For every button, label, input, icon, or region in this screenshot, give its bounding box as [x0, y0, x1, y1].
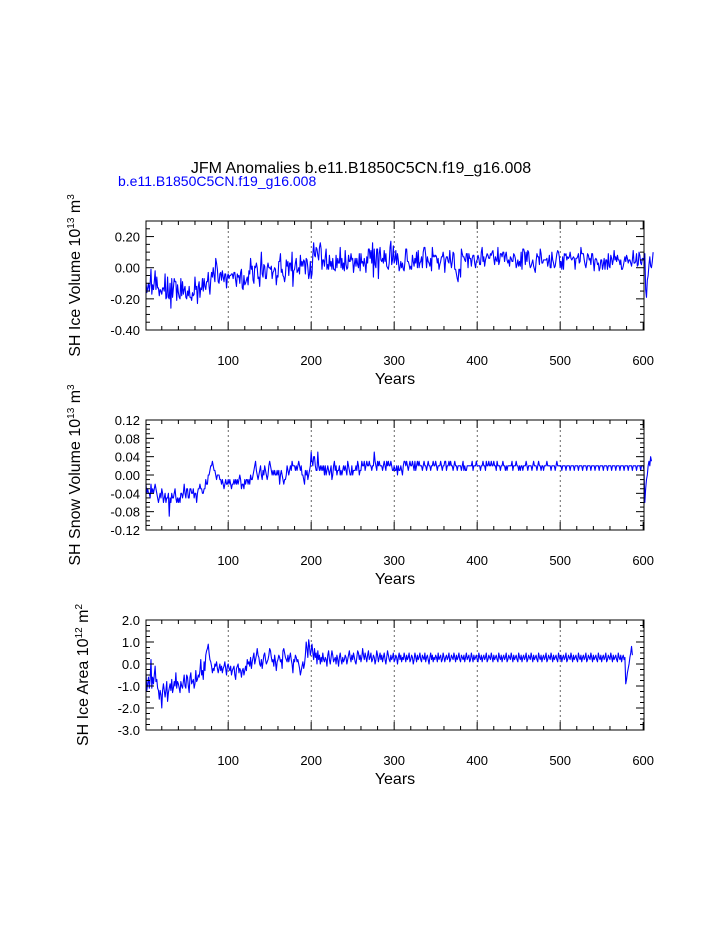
y-tick-label: 0.08 [115, 431, 140, 446]
x-tick-label: 500 [549, 753, 571, 768]
y-tick-label: -0.04 [110, 486, 140, 501]
x-tick-label: 500 [549, 553, 571, 568]
x-tick-label: 600 [632, 753, 654, 768]
panels: 100 200 300 400 500 600 0.20 0.00 -0.20 -0.40 Year… [66, 194, 654, 788]
chart-title: JFM Anomalies b.e11.B1850C5CN.f19_g16.00… [191, 160, 531, 177]
y-tick-label: 2.0 [122, 613, 140, 628]
x-tick-label: 500 [549, 353, 571, 368]
x-tick-label: 100 [217, 553, 239, 568]
x-tick-label: 200 [300, 753, 322, 768]
y-tick-label: -1.0 [118, 679, 140, 694]
x-tick-label: 200 [300, 353, 322, 368]
y-tick-label: 0.20 [115, 230, 140, 245]
panel-3: 100 200 300 400 500 600 2.0 1.0 0.0 -1.0 -2.0 -3.0 Y… [74, 604, 654, 788]
y-tick-label: 0.00 [115, 468, 140, 483]
x-tick-label: 600 [632, 353, 654, 368]
x-tick-label: 400 [466, 753, 488, 768]
x-tick-label: 200 [300, 553, 322, 568]
y-tick-label: -2.0 [118, 701, 140, 716]
x-tick-label: 600 [632, 553, 654, 568]
x-tick-label: 400 [466, 553, 488, 568]
x-axis-label: Years [375, 571, 415, 588]
x-axis-label: Years [375, 371, 415, 388]
series-line [145, 639, 633, 709]
x-tick-label: 100 [217, 753, 239, 768]
y-tick-label: 0.04 [115, 450, 140, 465]
x-tick-label: 100 [217, 353, 239, 368]
y-tick-label: -0.12 [110, 523, 140, 538]
panel-1: 100 200 300 400 500 600 0.20 0.00 -0.20 -0.40 Year… [66, 194, 654, 388]
legend-label: b.e11.B1850C5CN.f19_g16.008 [118, 173, 316, 189]
y-tick-label: 1.0 [122, 635, 140, 650]
x-tick-label: 300 [383, 753, 405, 768]
x-axis-label: Years [375, 771, 415, 788]
y-tick-label: 0.00 [115, 261, 140, 276]
y-tick-label: -0.40 [110, 323, 140, 338]
y-tick-label: -0.20 [110, 292, 140, 307]
x-tick-label: 300 [383, 553, 405, 568]
series-line [145, 451, 653, 517]
y-axis-label: SH Snow Volume 1013 m3 [66, 384, 84, 566]
x-tick-label: 400 [466, 353, 488, 368]
y-tick-label: 0.12 [115, 413, 140, 428]
panel-2: 100 200 300 400 500 600 0.12 0.08 0.04 0.00 -0.04 -… [66, 384, 654, 588]
plot-frame [145, 619, 645, 731]
y-axis-label: SH Ice Area 1012 m2 [74, 604, 92, 747]
y-tick-label: -0.08 [110, 505, 140, 520]
y-axis-label: SH Ice Volume 1013 m3 [66, 194, 84, 357]
plot-frame [145, 419, 645, 531]
series-line [145, 240, 654, 309]
y-tick-label: 0.0 [122, 657, 140, 672]
x-tick-label: 300 [383, 353, 405, 368]
y-tick-label: -3.0 [118, 723, 140, 738]
